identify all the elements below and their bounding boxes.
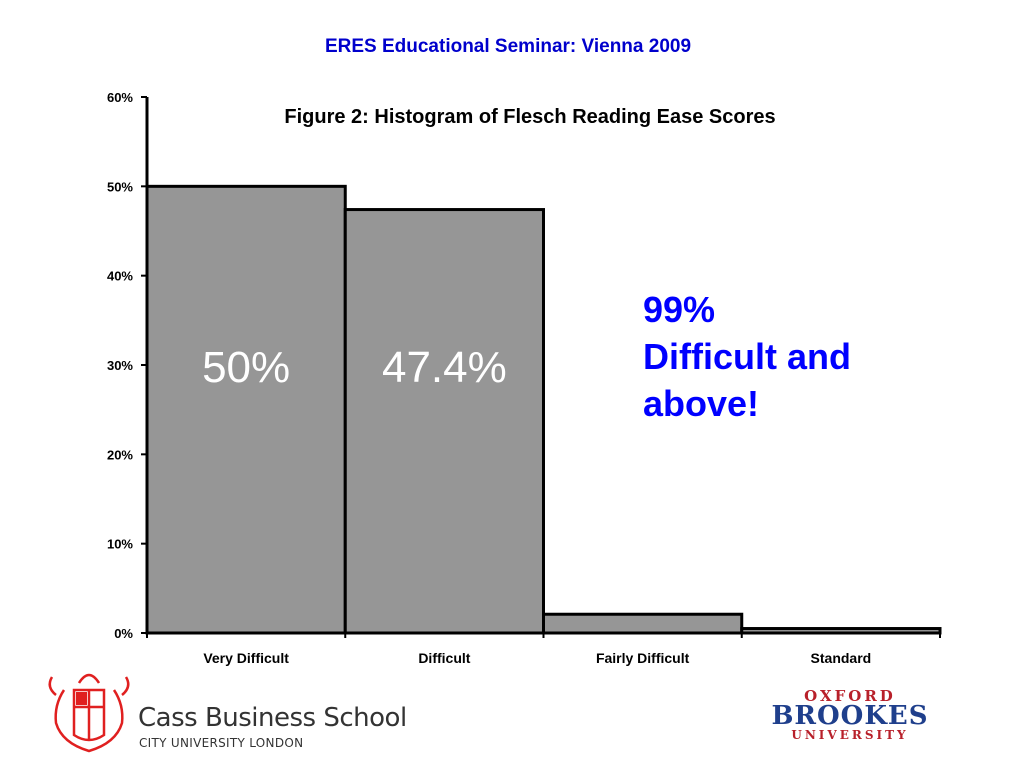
x-tick-label: Very Difficult bbox=[203, 650, 289, 666]
x-tick-label: Fairly Difficult bbox=[596, 650, 690, 666]
y-tick-label: 0% bbox=[114, 626, 133, 641]
cass-logo-subtitle: CITY UNIVERSITY LONDON bbox=[139, 736, 304, 750]
y-tick-label: 40% bbox=[107, 269, 133, 284]
callout-line: above! bbox=[643, 382, 760, 424]
brookes-logo-line: BROOKES bbox=[771, 701, 929, 731]
brookes-logo-line: OXFORD bbox=[804, 687, 896, 705]
x-tick-label: Difficult bbox=[418, 650, 470, 666]
chart-title: Figure 2: Histogram of Flesch Reading Ea… bbox=[284, 106, 775, 128]
histogram-bar bbox=[542, 612, 744, 635]
cass-crest-logo bbox=[48, 673, 130, 753]
x-tick-label: Standard bbox=[811, 650, 872, 666]
oxford-brookes-logo: OXFORD BROOKES UNIVERSITY bbox=[745, 687, 955, 742]
histogram-chart: Figure 2: Histogram of Flesch Reading Ea… bbox=[107, 90, 942, 666]
callout-line: 99% bbox=[643, 289, 716, 330]
histogram-bar bbox=[343, 208, 545, 635]
y-tick-label: 30% bbox=[107, 358, 133, 373]
brookes-logo-line: UNIVERSITY bbox=[791, 728, 909, 742]
y-tick-label: 60% bbox=[107, 90, 133, 105]
histogram-bar bbox=[145, 184, 347, 635]
callout-text: 99% Difficult and above! bbox=[643, 287, 943, 427]
slide-header: ERES Educational Seminar: Vienna 2009 bbox=[324, 36, 692, 57]
callout-line: Difficult and bbox=[643, 335, 851, 377]
y-tick-label: 20% bbox=[107, 447, 133, 462]
cass-logo-name: Cass Business School bbox=[138, 703, 407, 733]
bar-data-label: 47.4% bbox=[382, 343, 507, 392]
y-tick-label: 10% bbox=[107, 537, 133, 552]
y-tick-label: 50% bbox=[107, 179, 133, 194]
bar-data-label: 50% bbox=[202, 343, 290, 392]
